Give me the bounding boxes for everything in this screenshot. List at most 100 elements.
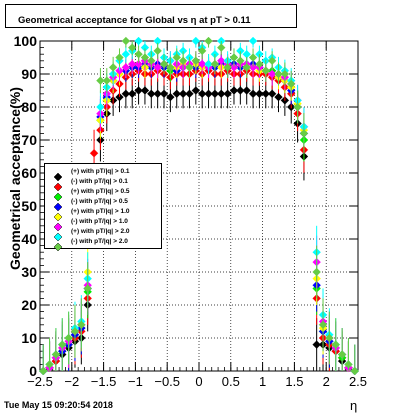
data-point bbox=[108, 63, 118, 72]
legend-entry: (-) with pT/|q| > 0.1 bbox=[45, 177, 161, 192]
legend-label: (-) with pT/|q| > 0.1 bbox=[71, 178, 128, 185]
legend-marker bbox=[53, 178, 63, 192]
data-point bbox=[261, 66, 270, 75]
data-point bbox=[121, 49, 131, 59]
legend: (+) with pT/|q| > 0.1 (-) with pT/|q| > … bbox=[44, 163, 162, 252]
data-point bbox=[159, 89, 169, 99]
data-point bbox=[255, 59, 264, 69]
y-tick-label: 60 bbox=[21, 165, 37, 181]
data-point bbox=[350, 366, 360, 376]
data-point bbox=[70, 327, 80, 336]
data-point bbox=[255, 89, 264, 99]
data-point bbox=[261, 89, 270, 99]
data-point bbox=[89, 148, 99, 158]
legend-label: (+) with pT/|q| > 1.0 bbox=[71, 208, 130, 215]
data-point bbox=[248, 63, 258, 72]
data-point bbox=[121, 63, 131, 72]
data-point bbox=[153, 46, 162, 56]
data-point bbox=[153, 89, 162, 99]
data-point bbox=[293, 102, 302, 112]
data-point bbox=[248, 89, 258, 99]
data-point bbox=[312, 267, 321, 277]
data-point bbox=[96, 76, 105, 85]
legend-label: (-) with pT/|q| > 2.0 bbox=[71, 238, 128, 245]
data-point bbox=[229, 53, 239, 62]
data-point bbox=[312, 340, 321, 349]
data-point bbox=[267, 89, 277, 99]
y-tick-label: 40 bbox=[21, 231, 37, 247]
data-point bbox=[64, 333, 73, 343]
data-point bbox=[140, 53, 150, 62]
data-point bbox=[267, 56, 277, 66]
data-point bbox=[191, 56, 201, 66]
data-point bbox=[280, 69, 290, 79]
title-box: Geometrical acceptance for Global vs η a… bbox=[5, 4, 297, 28]
data-point bbox=[274, 92, 283, 102]
legend-entry: (-) with pT/|q| > 1.0 bbox=[45, 217, 161, 232]
data-point bbox=[115, 53, 124, 62]
y-tick-label: 50 bbox=[21, 198, 37, 214]
x-tick-label: −1.5 bbox=[91, 374, 117, 389]
data-point bbox=[166, 63, 175, 72]
data-point bbox=[58, 340, 67, 349]
data-point bbox=[204, 36, 213, 46]
x-tick-label: −1 bbox=[128, 374, 143, 389]
x-tick-label: −0.5 bbox=[154, 374, 180, 389]
data-point bbox=[134, 36, 143, 46]
data-point bbox=[38, 366, 48, 376]
data-point bbox=[166, 92, 175, 102]
data-point bbox=[140, 86, 150, 95]
legend-label: (+) with pT/|q| > 0.5 bbox=[71, 188, 130, 195]
data-point bbox=[197, 46, 207, 56]
data-point bbox=[204, 59, 213, 69]
data-point bbox=[128, 59, 137, 69]
y-axis-label: Geometrical acceptance(%) bbox=[7, 87, 23, 270]
y-tick-label: 100 bbox=[14, 33, 38, 49]
x-tick-label: 1.5 bbox=[285, 374, 303, 389]
data-point bbox=[242, 86, 251, 95]
data-point bbox=[223, 89, 232, 99]
data-point bbox=[172, 89, 181, 99]
data-point bbox=[185, 63, 194, 72]
data-point bbox=[128, 43, 137, 52]
data-point bbox=[172, 53, 181, 62]
data-point bbox=[287, 79, 296, 89]
data-point bbox=[242, 63, 251, 72]
data-point bbox=[102, 76, 111, 85]
data-point bbox=[115, 66, 124, 75]
data-point bbox=[191, 86, 201, 95]
legend-entry: (-) with pT/|q| > 0.5 bbox=[45, 197, 161, 212]
y-tick-label: 0 bbox=[29, 363, 37, 379]
data-point bbox=[51, 350, 61, 359]
data-point bbox=[223, 63, 232, 72]
legend-marker bbox=[53, 188, 63, 202]
x-tick-label: 1 bbox=[259, 374, 266, 389]
data-point bbox=[229, 86, 239, 95]
legend-label: (+) with pT/|q| > 2.0 bbox=[71, 228, 130, 235]
data-point bbox=[197, 89, 207, 99]
x-tick-label: −2.5 bbox=[27, 374, 53, 389]
y-tick-label: 10 bbox=[21, 330, 37, 346]
data-point bbox=[210, 59, 220, 69]
data-point bbox=[325, 333, 334, 343]
legend-marker bbox=[53, 218, 63, 232]
series-7 bbox=[38, 36, 360, 376]
data-point bbox=[248, 36, 258, 46]
data-point bbox=[217, 89, 226, 99]
data-point bbox=[159, 59, 169, 69]
y-tick-label: 80 bbox=[21, 99, 37, 115]
data-point bbox=[83, 284, 92, 293]
data-point bbox=[331, 340, 340, 349]
x-tick-label: 2 bbox=[323, 374, 330, 389]
data-point bbox=[153, 63, 162, 72]
data-point bbox=[115, 92, 124, 102]
data-point bbox=[121, 36, 131, 46]
data-series bbox=[38, 36, 360, 376]
data-point bbox=[134, 49, 143, 59]
x-tick-label: 2.5 bbox=[349, 374, 367, 389]
data-point bbox=[210, 89, 220, 99]
legend-entry: (-) with pT/|q| > 2.0 bbox=[45, 237, 161, 252]
legend-label: (+) with pT/|q| > 0.1 bbox=[71, 168, 130, 175]
data-point bbox=[299, 129, 309, 138]
